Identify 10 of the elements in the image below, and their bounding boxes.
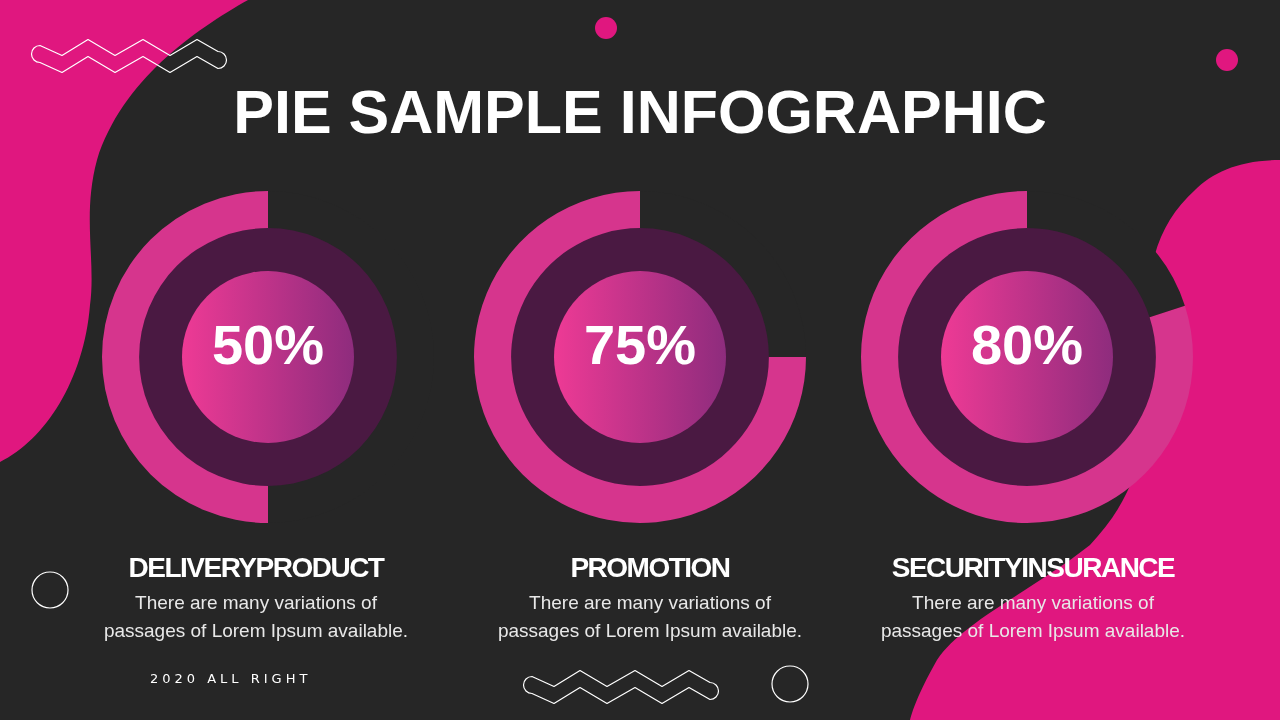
text: PIE SAMPLE INFOGRAPHIC (232, 77, 1048, 148)
text: DELIVERYPRODUCT (127, 552, 385, 584)
data-label: 80% (970, 313, 1084, 377)
data-label: 50% (211, 313, 325, 377)
text: There are many variations of passages of Lorem Ipsum available. (102, 591, 410, 643)
data-label: 75% (583, 313, 697, 377)
text: There are many variations of passages of Lorem Ipsum available. (496, 591, 804, 643)
text: PROMOTION (569, 552, 731, 584)
text: 2020 ALL RIGHT (150, 670, 313, 688)
text: There are many variations of passages of Lorem Ipsum available. (879, 591, 1187, 643)
